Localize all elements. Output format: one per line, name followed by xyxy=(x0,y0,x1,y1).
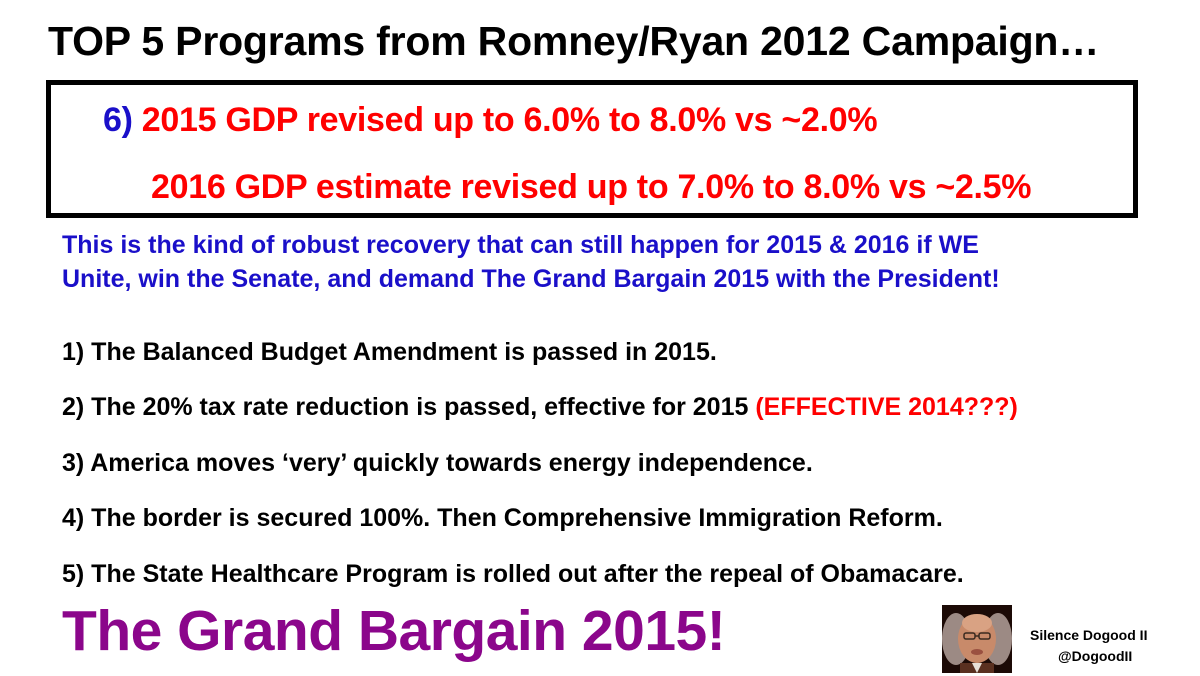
program-item-4: 4) The border is secured 100%. Then Comp… xyxy=(62,504,943,532)
signature-handle: @DogoodII xyxy=(1058,648,1133,664)
gdp-2015-text: 2015 GDP revised up to 6.0% to 8.0% vs ~… xyxy=(141,101,878,139)
avatar xyxy=(942,605,1012,673)
item-number-six: 6) xyxy=(103,101,133,139)
gdp-2015-line: 6) 2015 GDP revised up to 6.0% to 8.0% v… xyxy=(103,101,878,140)
slogan: The Grand Bargain 2015! xyxy=(62,599,726,663)
program-item-1: 1) The Balanced Budget Amendment is pass… xyxy=(62,338,717,366)
program-item-3: 3) America moves ‘very’ quickly towards … xyxy=(62,449,813,477)
signature-name: Silence Dogood II xyxy=(1030,627,1148,643)
gdp-2016-line: 2016 GDP estimate revised up to 7.0% to … xyxy=(151,168,1032,206)
intro-paragraph: This is the kind of robust recovery that… xyxy=(62,228,1000,296)
page-title: TOP 5 Programs from Romney/Ryan 2012 Cam… xyxy=(48,18,1100,64)
gdp-highlight-box: 6) 2015 GDP revised up to 6.0% to 8.0% v… xyxy=(46,80,1138,218)
intro-line-2: Unite, win the Senate, and demand The Gr… xyxy=(62,265,1000,293)
program-item-2: 2) The 20% tax rate reduction is passed,… xyxy=(62,393,1018,422)
intro-line-1: This is the kind of robust recovery that… xyxy=(62,231,979,259)
portrait-icon xyxy=(942,605,1012,673)
program-item-2-note: (EFFECTIVE 2014???) xyxy=(755,393,1018,421)
program-item-2-text: 2) The 20% tax rate reduction is passed,… xyxy=(62,393,749,421)
program-item-5: 5) The State Healthcare Program is rolle… xyxy=(62,560,964,588)
